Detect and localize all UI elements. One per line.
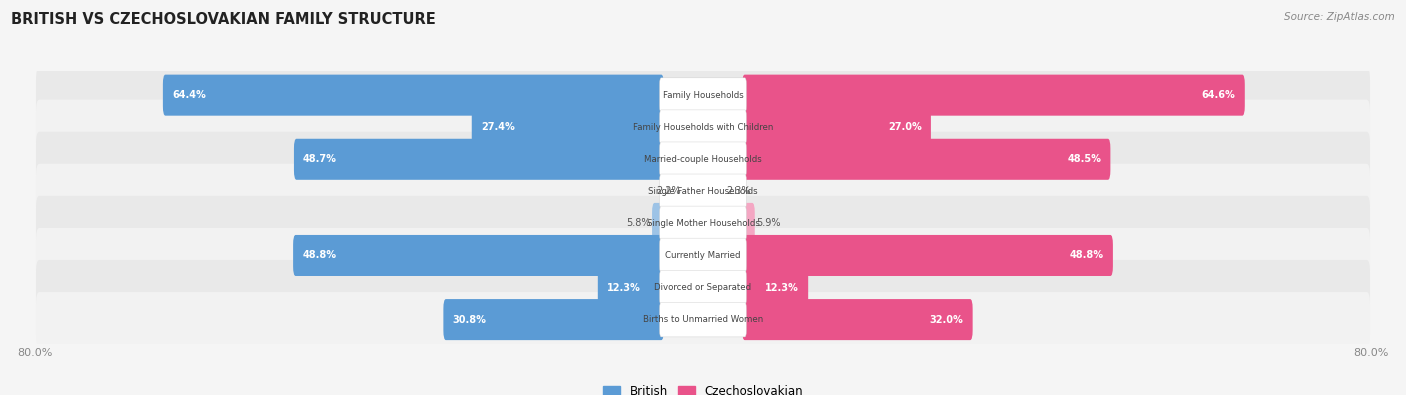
Text: 48.8%: 48.8% (302, 250, 336, 260)
Text: 27.4%: 27.4% (481, 122, 515, 132)
FancyBboxPatch shape (659, 142, 747, 177)
FancyBboxPatch shape (742, 299, 973, 340)
FancyBboxPatch shape (652, 203, 664, 244)
Text: Family Households with Children: Family Households with Children (633, 123, 773, 132)
FancyBboxPatch shape (443, 299, 664, 340)
FancyBboxPatch shape (742, 235, 1114, 276)
Text: 2.2%: 2.2% (655, 186, 681, 196)
FancyBboxPatch shape (742, 139, 1111, 180)
FancyBboxPatch shape (472, 107, 664, 148)
Text: 48.8%: 48.8% (1070, 250, 1104, 260)
FancyBboxPatch shape (659, 270, 747, 305)
FancyBboxPatch shape (742, 107, 931, 148)
Text: Single Father Households: Single Father Households (648, 187, 758, 196)
Text: 5.9%: 5.9% (756, 218, 780, 228)
Text: 2.3%: 2.3% (727, 186, 751, 196)
Text: 48.5%: 48.5% (1067, 154, 1101, 164)
FancyBboxPatch shape (37, 196, 1369, 251)
Text: Married-couple Households: Married-couple Households (644, 155, 762, 164)
Text: Divorced or Separated: Divorced or Separated (654, 283, 752, 292)
Text: 12.3%: 12.3% (607, 282, 641, 293)
Text: BRITISH VS CZECHOSLOVAKIAN FAMILY STRUCTURE: BRITISH VS CZECHOSLOVAKIAN FAMILY STRUCT… (11, 12, 436, 27)
Text: 32.0%: 32.0% (929, 314, 963, 325)
Text: Source: ZipAtlas.com: Source: ZipAtlas.com (1284, 12, 1395, 22)
Text: Family Households: Family Households (662, 90, 744, 100)
FancyBboxPatch shape (37, 68, 1369, 123)
Text: Currently Married: Currently Married (665, 251, 741, 260)
FancyBboxPatch shape (598, 267, 664, 308)
Text: 64.4%: 64.4% (172, 90, 205, 100)
FancyBboxPatch shape (659, 174, 747, 209)
FancyBboxPatch shape (37, 164, 1369, 219)
FancyBboxPatch shape (659, 206, 747, 241)
Text: Births to Unmarried Women: Births to Unmarried Women (643, 315, 763, 324)
FancyBboxPatch shape (742, 203, 755, 244)
Text: 5.8%: 5.8% (626, 218, 651, 228)
FancyBboxPatch shape (37, 292, 1369, 347)
FancyBboxPatch shape (742, 75, 1244, 116)
FancyBboxPatch shape (163, 75, 664, 116)
FancyBboxPatch shape (37, 260, 1369, 315)
FancyBboxPatch shape (294, 139, 664, 180)
Legend: British, Czechoslovakian: British, Czechoslovakian (603, 385, 803, 395)
FancyBboxPatch shape (37, 100, 1369, 155)
Text: 64.6%: 64.6% (1202, 90, 1236, 100)
Text: 27.0%: 27.0% (889, 122, 922, 132)
FancyBboxPatch shape (37, 132, 1369, 187)
Text: 48.7%: 48.7% (304, 154, 337, 164)
FancyBboxPatch shape (659, 78, 747, 113)
FancyBboxPatch shape (659, 302, 747, 337)
Text: 12.3%: 12.3% (765, 282, 799, 293)
Text: 30.8%: 30.8% (453, 314, 486, 325)
FancyBboxPatch shape (292, 235, 664, 276)
Text: Single Mother Households: Single Mother Households (647, 219, 759, 228)
FancyBboxPatch shape (37, 228, 1369, 283)
FancyBboxPatch shape (659, 110, 747, 145)
FancyBboxPatch shape (659, 238, 747, 273)
FancyBboxPatch shape (742, 267, 808, 308)
